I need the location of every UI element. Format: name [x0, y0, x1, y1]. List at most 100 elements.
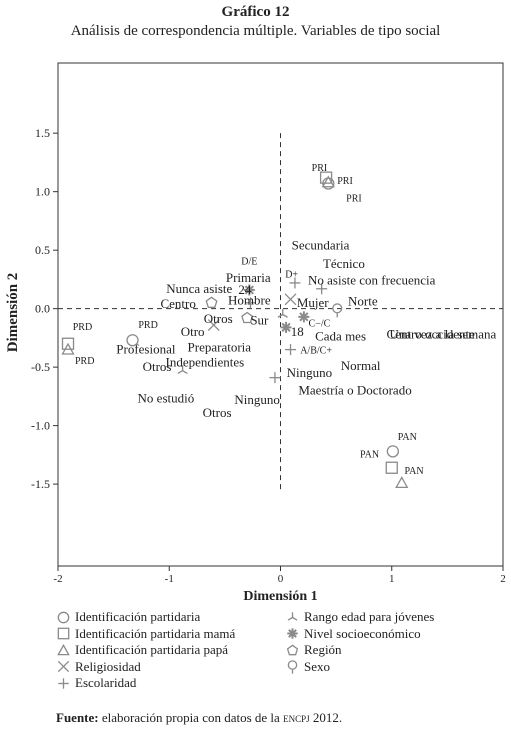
- point-label: Sur: [250, 312, 269, 327]
- point-label: C−/C: [309, 319, 331, 330]
- plus-point: [289, 277, 301, 289]
- y-tick-label: 1.5: [35, 126, 50, 140]
- legend-item: Región: [285, 642, 342, 658]
- legend-item: Rango edad para jóvenes: [285, 609, 434, 625]
- legend-label: Identificación partidaria papá: [75, 642, 229, 657]
- point-label: D+: [285, 270, 298, 281]
- plus-icon: [58, 677, 69, 689]
- source-note: Fuente: elaboración propia con datos de …: [56, 710, 342, 726]
- point-label: Una vez a la semana: [390, 326, 497, 341]
- point-label: A/B/C+: [300, 346, 332, 357]
- y-tick-label: 1.0: [35, 185, 50, 199]
- legend-label: Rango edad para jóvenes: [304, 609, 435, 624]
- y-axis-label: Dimensión 2: [5, 273, 21, 353]
- source-acronym: encpj: [283, 710, 310, 725]
- circle-point: [386, 445, 400, 458]
- point-label: PAN: [404, 466, 423, 477]
- x-tick-label: 2: [500, 573, 506, 585]
- triangle-point: [61, 342, 75, 355]
- legend-item: Religiosidad: [56, 659, 141, 675]
- legend-label: Identificación partidaria mamá: [75, 625, 236, 641]
- asterisk-icon: [287, 628, 298, 639]
- point-label: PRD: [73, 322, 92, 333]
- plus-point: [285, 344, 297, 356]
- point-label: D/E: [241, 257, 257, 268]
- y-tick-label: 0.5: [35, 243, 50, 257]
- plus-point: [316, 283, 328, 295]
- point-label: Hombre: [228, 292, 271, 307]
- y-tick-label: -1.0: [31, 419, 50, 433]
- pin-point: [332, 303, 343, 318]
- point-label: Independientes: [165, 354, 244, 369]
- square-point: [61, 337, 75, 350]
- legend-label: Religiosidad: [75, 658, 141, 674]
- point-label: Preparatoria: [188, 339, 252, 354]
- point-label: Norte: [348, 294, 378, 309]
- x-tick-label: 1: [389, 573, 395, 585]
- pin-icon: [287, 660, 298, 674]
- legend-label: Nivel socioeconómico: [304, 625, 421, 641]
- point-label: Secundaria: [292, 237, 350, 252]
- legend-label: Sexo: [304, 658, 330, 674]
- plus-point: [269, 372, 281, 384]
- point-label: PRD: [138, 320, 157, 331]
- asterisk-point: [243, 284, 255, 296]
- point-label: Profesional: [116, 342, 176, 357]
- x-axis-label: Dimensión 1: [243, 589, 317, 600]
- pentagon-icon: [286, 643, 299, 655]
- legend-item: Sexo: [285, 659, 330, 675]
- point-label: Otros: [203, 405, 232, 420]
- point-label: Otros: [204, 311, 233, 326]
- source-year: 2012.: [312, 710, 343, 725]
- legend-item: Identificación partidaria papá: [56, 642, 228, 658]
- point-label: Centro occidente: [386, 326, 475, 341]
- point-label: PRD: [75, 356, 94, 367]
- triangle-icon: [57, 643, 70, 655]
- point-label: Ninguno: [287, 365, 333, 380]
- tri-star-point: [177, 365, 188, 374]
- source-text: elaboración propia con datos de la: [101, 710, 280, 725]
- legend-label: Identificación partidaria: [75, 609, 201, 624]
- asterisk-point: [280, 321, 292, 333]
- correspondence-chart: 1.5 1.0 0.5 0.0 -0.5 -1.0 -1.5 -2 -1 0 1 2 Dimensión…: [5, 62, 506, 600]
- point-label: PRI: [312, 163, 328, 174]
- point-label: PRI: [337, 176, 353, 187]
- point-label: PAN: [398, 432, 417, 443]
- point-label: 24: [238, 282, 252, 297]
- legend-label: Región: [304, 642, 342, 657]
- point-label: Nunca asiste: [166, 281, 232, 296]
- point-label: Otro: [181, 324, 205, 339]
- pentagon-point: [241, 311, 254, 324]
- square-point: [319, 171, 333, 184]
- point-label: Centro: [160, 296, 195, 311]
- legend-label: Escolaridad: [75, 675, 137, 690]
- point-label: PRI: [346, 194, 362, 205]
- legend-item: Identificación partidaria: [56, 609, 200, 625]
- point-label: Maestría o Doctorado: [298, 383, 411, 398]
- x-tick-label: -2: [53, 573, 62, 585]
- chart-title: Gráfico 12: [221, 4, 290, 20]
- point-label: 18: [291, 324, 304, 339]
- point-label: No estudió: [138, 391, 195, 406]
- point-label: Primaria: [226, 270, 271, 285]
- point-label: PAN: [360, 450, 379, 461]
- point-label: Mujer: [297, 295, 329, 310]
- pentagon-point: [205, 296, 218, 308]
- x-point: [207, 319, 220, 331]
- plus-point: [244, 297, 256, 309]
- point-label: Otros: [143, 359, 172, 374]
- tri-star-point: [277, 309, 288, 318]
- point-label: Cada mes: [315, 329, 366, 344]
- legend-item: Escolaridad: [56, 675, 136, 691]
- x-tick-label: -1: [165, 573, 174, 585]
- square-point: [385, 461, 398, 474]
- point-label: Ninguno: [234, 392, 280, 407]
- y-tick-label: -1.5: [31, 477, 50, 491]
- chart-subtitle: Análisis de correspondencia múltiple. Va…: [70, 23, 441, 39]
- triangle-point: [321, 175, 335, 188]
- circle-point: [126, 334, 139, 347]
- point-label: No asiste con frecuencia: [308, 273, 436, 288]
- tri-star-icon: [287, 611, 298, 621]
- x-tick-label: 0: [278, 573, 284, 585]
- y-tick-label: -0.5: [31, 360, 50, 374]
